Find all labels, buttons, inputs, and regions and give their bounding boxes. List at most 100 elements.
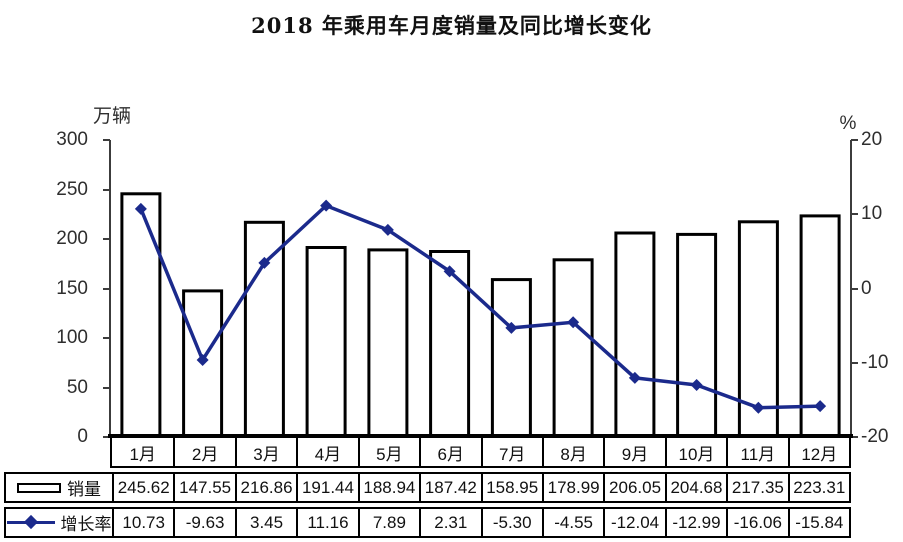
month-label-cell: 2月 [173,438,234,466]
sales-value-cell: 178.99 [541,474,603,501]
growth-line-marker [628,371,641,384]
sales-value-cell: 187.42 [419,474,480,501]
plot-area [110,140,851,439]
sales-bar [429,250,471,439]
left-axis-tick-label: 200 [56,228,88,249]
growth-line-marker [381,223,394,236]
month-label-cell: 9月 [603,438,664,466]
left-axis-tick-label: 50 [66,376,88,398]
growth-line-marker [443,265,456,278]
sales-bar [120,192,162,439]
growth-value-cell: 2.31 [419,509,480,536]
sales-value-cell: 158.95 [480,474,542,501]
right-axis-tick-label: -10 [861,351,889,373]
sales-bar [243,220,285,439]
month-label-cell: 4月 [296,438,357,466]
left-axis-tick-mark [103,436,110,438]
month-label-cell: 11月 [726,438,787,466]
sales-value-cell: 204.68 [664,474,726,501]
sales-value-cell: 216.86 [234,474,296,501]
sales-value-cell: 188.94 [357,474,419,501]
right-axis-tick-label: 20 [861,129,883,150]
sales-bar [305,246,347,439]
left-axis-tick-mark [103,238,110,240]
month-label-cell: 6月 [419,438,480,466]
right-axis-tick-label: 0 [861,277,872,299]
growth-line-marker [814,400,827,413]
growth-value-cell: -12.99 [664,509,726,536]
growth-value-cell: -4.55 [541,509,603,536]
growth-value-cell: 11.16 [296,509,357,536]
left-axis-tick-label: 100 [56,327,88,348]
sales-value-cell: 147.55 [173,474,234,501]
sales-table-row: 销量 245.62 147.55 216.86 191.44 188.94 187.42 15… [4,472,851,503]
month-label-cell: 1月 [129,444,156,464]
left-axis-tick-label: 0 [77,426,88,447]
month-label-cell: 5月 [357,438,419,466]
right-axis-unit-label: % [839,113,857,134]
month-label-cell: 3月 [234,438,296,466]
left-axis-tick-label: 150 [56,277,88,299]
growth-line-marker [752,401,765,414]
sales-bar [614,231,656,439]
growth-line-marker [258,256,271,269]
growth-value-cell: 7.89 [357,509,419,536]
sales-bar [676,232,718,439]
right-axis-tick-mark [851,139,858,141]
right-axis-tick-mark [851,436,858,438]
right-axis-tick-label: 10 [861,203,883,225]
sales-value-cell: 245.62 [112,474,173,501]
sales-value-cell: 217.35 [726,474,787,501]
left-axis-tick-mark [103,188,110,191]
left-axis-tick-mark [103,337,110,339]
month-label-cell: 10月 [664,438,726,466]
sales-bar [367,248,409,439]
growth-line-marker [320,199,333,212]
category-axis-line [108,434,853,438]
left-axis-tick-mark [103,287,110,290]
month-label-cell: 12月 [787,438,849,466]
left-axis-line [109,140,111,438]
left-axis-unit-label: 万辆 [92,106,131,127]
growth-value-cell: -16.06 [726,509,787,536]
legend-series-name: 增长率 [60,515,112,534]
growth-value-cell: -15.84 [787,509,849,536]
legend-series-name: 销量 [67,480,101,499]
left-axis-tick-label: 250 [56,178,88,200]
sales-bar [552,258,594,439]
sales-bar [737,220,779,439]
growth-line-marker [690,378,703,391]
growth-table-row: 增长率 10.73 -9.63 3.45 11.16 7.89 2.31 -5.30 -4.55… [4,507,851,538]
month-label-cell: 7月 [480,438,542,466]
growth-value-cell: 3.45 [234,509,296,536]
growth-line-marker [134,202,147,215]
chart-svg [120,192,841,439]
growth-legend-diamond-icon [23,514,38,530]
growth-value-cell: -12.04 [603,509,664,536]
month-label-cell: 8月 [541,438,603,466]
legend-cell: 增长率 [6,509,112,536]
chart-title: 2018 年乘用车月度销量及同比增长变化 [251,13,652,38]
growth-line [139,203,821,410]
sales-bar [490,278,532,439]
growth-value-cell: -9.63 [173,509,234,536]
growth-line-marker [567,316,580,329]
sales-value-cell: 191.44 [296,474,357,501]
right-axis-tick-mark [851,213,858,216]
growth-line-marker [505,321,518,334]
left-axis-tick-mark [103,139,110,141]
right-axis-tick-label: -20 [861,426,889,447]
month-header-row: 1月 2月 3月 4月 5月 6月 7月 8月 9月 10月 11月 12月 [110,438,851,468]
sales-value-cell: 206.05 [603,474,664,501]
left-axis-tick-label: 300 [56,129,88,150]
sales-value-cell: 223.31 [787,474,849,501]
legend-cell: 销量 [6,474,112,501]
sales-legend-swatch-icon [17,482,61,493]
growth-value-cell: -5.30 [480,509,542,536]
growth-value-cell: 10.73 [112,509,173,536]
growth-line-marker [196,354,209,367]
left-axis-tick-mark [103,386,110,389]
growth-legend-line-icon [6,514,55,530]
right-axis-tick-mark [851,287,858,290]
